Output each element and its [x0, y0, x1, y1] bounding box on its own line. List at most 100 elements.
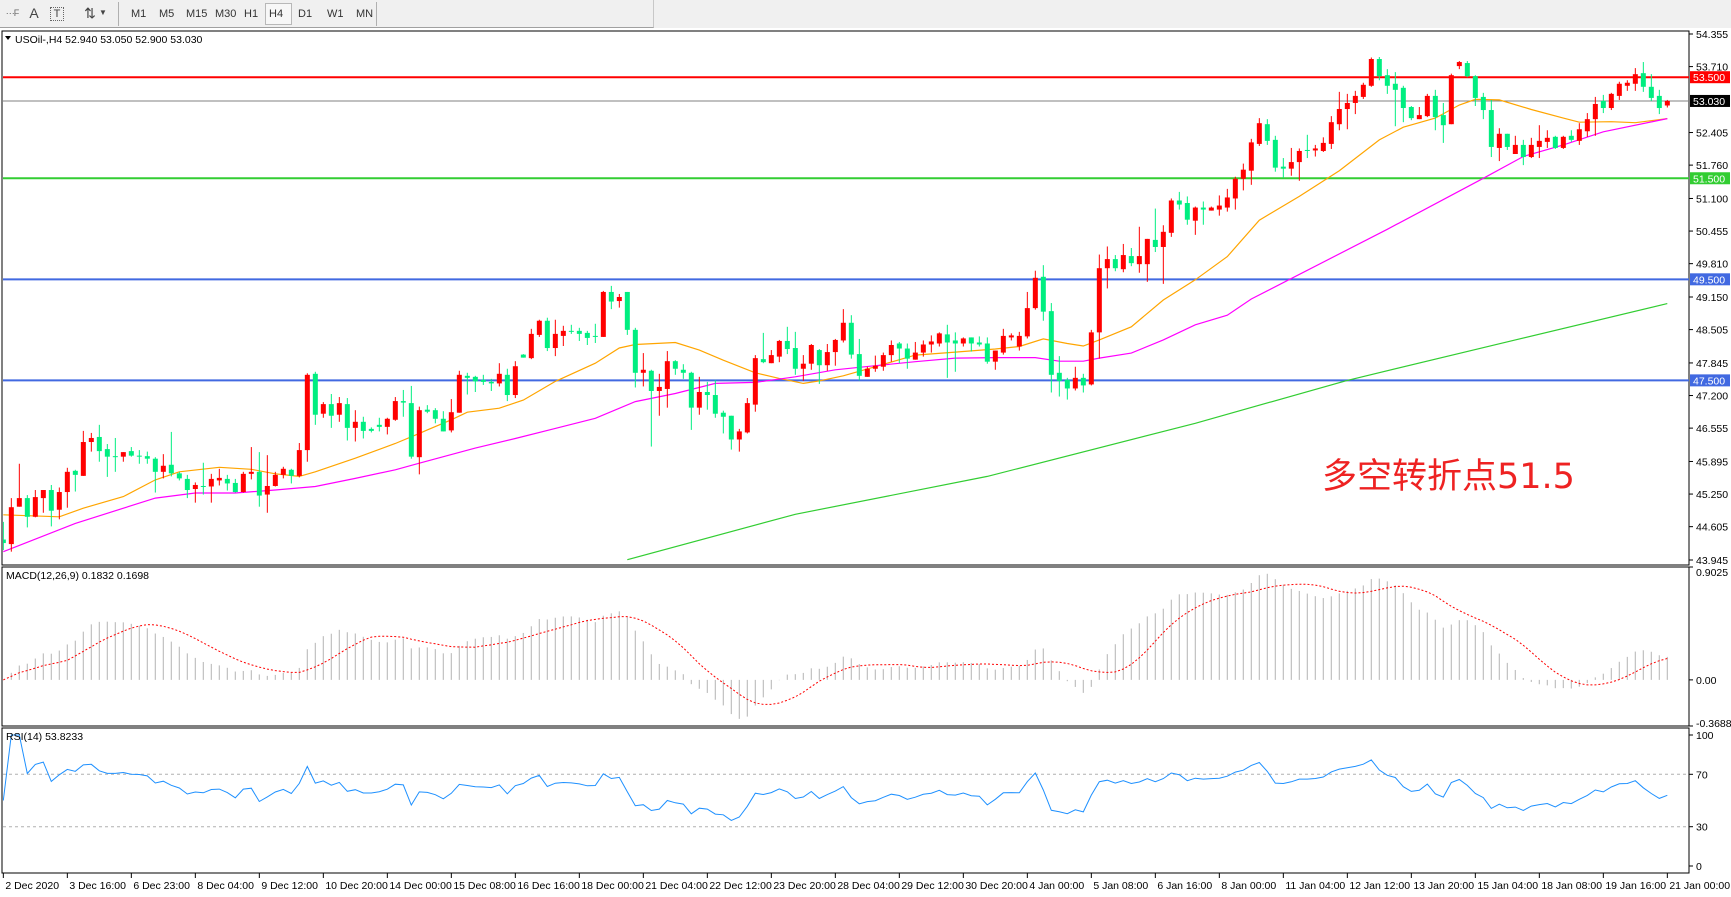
bear-candle [672, 361, 678, 369]
timeframe-h4[interactable]: H4 [265, 3, 292, 25]
time-tick-label: 23 Dec 20:00 [773, 880, 836, 892]
bull-candle [1336, 109, 1342, 125]
price-tags: 53.500 53.030 51.500 49.500 47.500 [1690, 71, 1730, 387]
price-tag-label: 51.500 [1693, 173, 1725, 185]
bull-candle [120, 452, 126, 457]
bear-candle [856, 354, 862, 376]
timeframe-h1[interactable]: H1 [244, 8, 259, 20]
price-tick-label: 51.100 [1696, 193, 1728, 205]
bull-candle [1256, 123, 1262, 144]
price-tick-label: 43.945 [1696, 555, 1728, 567]
toolbar-separator [376, 2, 377, 26]
dropdown-icon[interactable]: ▼ [99, 8, 107, 17]
bear-candle [368, 428, 374, 431]
bull-candle [1104, 259, 1110, 269]
bear-candle [224, 478, 230, 484]
bull-candle [1544, 137, 1550, 142]
bear-candle [1384, 75, 1390, 86]
bear-candle [720, 412, 726, 417]
candles [3, 56, 1670, 552]
bull-candle [1160, 231, 1166, 247]
bear-candle [168, 464, 174, 474]
bear-candle [1488, 110, 1494, 147]
timeframe-mn[interactable]: MN [356, 8, 374, 20]
bull-candle [664, 361, 670, 389]
timeframe-m30[interactable]: M30 [215, 8, 237, 20]
bull-candle [808, 345, 814, 364]
arrows-icon[interactable]: ⇅ [84, 5, 96, 21]
bear-candle [1080, 377, 1086, 386]
price-tag [1690, 172, 1730, 185]
time-tick-label: 2 Dec 2020 [5, 880, 59, 892]
time-tick-label: 4 Jan 00:00 [1029, 880, 1084, 892]
bear-candle [376, 424, 382, 427]
bear-candle [1272, 139, 1278, 168]
bull-candle [32, 497, 38, 517]
bear-candle [288, 469, 294, 476]
rsi-axis: 100 70 30 0 [1689, 730, 1714, 873]
bull-candle [64, 471, 70, 493]
macd-tick-label: 0.9025 [1696, 567, 1728, 579]
bull-candle [1664, 100, 1670, 106]
bull-candle [1368, 59, 1374, 86]
price-tick-label: 51.760 [1696, 160, 1728, 172]
timeframe-m15[interactable]: M15 [186, 8, 208, 20]
bull-candle [824, 352, 830, 366]
text-a-icon[interactable]: A [29, 5, 39, 21]
bull-candle [832, 339, 838, 353]
price-tick-label: 47.845 [1696, 358, 1728, 370]
bull-candle [536, 320, 542, 335]
timeframe-m5[interactable]: M5 [159, 8, 175, 20]
chart-header: USOil-,H4 52.940 53.050 52.900 53.030 [15, 34, 203, 46]
timeframe-d1[interactable]: D1 [298, 8, 313, 20]
bear-candle [72, 470, 78, 475]
bull-candle [1360, 84, 1366, 97]
bull-candle [800, 363, 806, 369]
bear-candle [1472, 76, 1478, 98]
horizontal-lines [3, 76, 1689, 382]
bull-candle [864, 368, 870, 377]
timeframe-m1[interactable]: M1 [131, 8, 147, 20]
bull-candle [656, 386, 662, 391]
text-label-icon[interactable]: T [50, 7, 64, 21]
bull-candle [8, 507, 14, 545]
bull-candle [1352, 95, 1358, 103]
bear-candle [184, 478, 190, 491]
annotation-text: 多空转折点51.5 [1322, 457, 1575, 497]
chart-window[interactable]: 54.355 53.710 52.405 51.760 51.100 50.455 49.8… [0, 28, 1731, 897]
bear-candle [1504, 133, 1510, 147]
bear-candle [144, 456, 150, 459]
bear-candle [200, 485, 206, 487]
bear-candle [24, 498, 30, 517]
bear-candle [1376, 59, 1382, 77]
bear-candle [1480, 96, 1486, 111]
bull-candle [160, 465, 166, 472]
price-tick-label: 46.555 [1696, 423, 1728, 435]
time-tick-label: 5 Jan 08:00 [1093, 880, 1148, 892]
bear-candle [816, 350, 822, 366]
bull-candle [1136, 256, 1142, 265]
macd-signal-line [3, 583, 1668, 705]
bear-candle [1056, 372, 1062, 381]
bull-candle [1584, 119, 1590, 132]
bull-candle [496, 373, 502, 384]
bull-candle [1240, 169, 1246, 179]
rsi-tick-label: 70 [1696, 769, 1708, 781]
timeframe-w1[interactable]: W1 [327, 8, 344, 20]
grid-font-icon[interactable]: ⋯F [5, 8, 20, 18]
collapse-triangle-icon[interactable] [5, 36, 11, 40]
time-tick-label: 22 Dec 12:00 [709, 880, 772, 892]
bull-candle [40, 490, 46, 499]
bull-candle [88, 437, 94, 443]
time-tick-label: 21 Dec 04:00 [645, 880, 708, 892]
bull-candle [1296, 150, 1302, 163]
bull-candle [456, 374, 462, 413]
bull-candle [352, 421, 358, 428]
bull-candle [80, 442, 86, 476]
bull-candle [616, 297, 622, 302]
bear-candle [1176, 200, 1182, 205]
time-tick-label: 29 Dec 12:00 [901, 880, 964, 892]
bear-candle [1128, 256, 1134, 264]
bull-candle [1088, 332, 1094, 385]
bull-candle [912, 352, 918, 360]
